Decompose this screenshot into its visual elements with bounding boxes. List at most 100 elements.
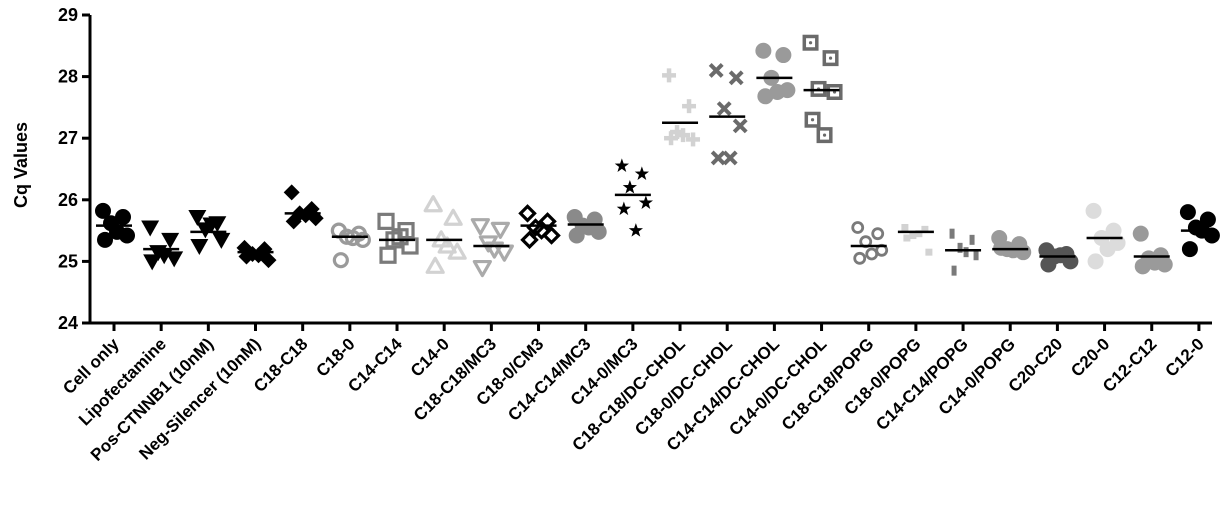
category-points	[377, 212, 419, 264]
data-point	[332, 252, 349, 269]
data-point	[804, 111, 821, 128]
category-points	[423, 195, 467, 274]
data-point	[909, 232, 917, 240]
data-point	[973, 250, 979, 261]
data-point	[532, 221, 551, 240]
data-point	[949, 228, 955, 239]
data-point	[1132, 225, 1149, 242]
data-point	[401, 237, 419, 255]
data-point	[616, 201, 631, 216]
y-ticks: 24 25 26 27 28 29	[58, 5, 90, 333]
data-point	[708, 63, 724, 78]
data-point	[951, 265, 957, 276]
data-point	[915, 230, 923, 238]
data-point	[969, 234, 975, 245]
data-point	[437, 236, 457, 254]
y-tick-label: 29	[58, 5, 78, 25]
y-tick-label: 27	[58, 128, 78, 148]
data-points	[95, 34, 1220, 278]
data-point	[851, 221, 865, 234]
x-category-label: C20-0	[1067, 334, 1113, 380]
data-point	[520, 230, 539, 250]
data-point	[676, 128, 691, 143]
data-point	[634, 166, 649, 180]
data-point	[901, 224, 909, 232]
y-tick-label: 26	[58, 190, 78, 210]
data-point	[379, 246, 397, 264]
category-points	[991, 229, 1032, 261]
data-point	[755, 42, 772, 59]
data-point	[1146, 254, 1163, 271]
data-point	[1105, 222, 1122, 239]
data-point	[871, 227, 885, 241]
data-point	[682, 99, 697, 114]
data-point	[963, 247, 969, 258]
data-point	[141, 220, 160, 237]
data-point	[826, 84, 843, 100]
data-point	[568, 227, 585, 244]
data-point	[354, 231, 371, 248]
category-points	[236, 239, 277, 269]
data-point	[188, 210, 207, 227]
data-point	[622, 179, 637, 194]
data-point	[472, 259, 492, 278]
data-point	[490, 221, 510, 239]
data-point	[1099, 241, 1116, 258]
data-point	[115, 209, 131, 226]
y-tick-label: 28	[58, 67, 78, 87]
data-point	[664, 131, 679, 146]
data-point	[423, 195, 443, 213]
data-point	[143, 254, 162, 271]
category-points	[949, 228, 979, 276]
data-point	[903, 234, 911, 242]
category-points	[1085, 202, 1126, 270]
data-point	[662, 68, 677, 83]
data-point	[614, 158, 629, 172]
category-points	[470, 218, 514, 278]
category-points	[330, 222, 371, 269]
data-point	[155, 248, 174, 265]
data-point	[161, 232, 180, 249]
data-point	[816, 127, 833, 144]
data-point	[190, 239, 209, 255]
data-point	[628, 223, 643, 237]
mean-lines	[96, 76, 1217, 258]
data-point	[1181, 241, 1198, 258]
data-point	[822, 50, 839, 67]
data-point	[202, 217, 221, 234]
data-point	[470, 218, 490, 236]
category-points	[188, 210, 231, 255]
data-point	[165, 251, 184, 268]
data-point	[732, 118, 748, 134]
data-point	[580, 219, 597, 236]
category-points	[708, 63, 748, 166]
data-point	[443, 208, 463, 226]
data-point	[775, 47, 792, 64]
x-category-label: C14-C14/MC3	[504, 334, 594, 424]
data-point	[865, 247, 879, 261]
data-point	[957, 242, 963, 253]
category-points	[283, 184, 324, 230]
data-point	[1087, 253, 1104, 270]
data-point	[518, 204, 537, 223]
data-point	[1179, 204, 1196, 221]
data-point	[283, 184, 300, 201]
data-point	[285, 213, 302, 230]
category-points	[566, 209, 607, 244]
category-points	[901, 224, 933, 256]
x-category-label: C18-C18/MC3	[410, 334, 500, 424]
category-points	[141, 220, 184, 271]
y-tick-label: 25	[58, 251, 78, 271]
category-points	[1038, 242, 1079, 273]
category-points	[851, 221, 889, 265]
data-point	[853, 251, 867, 265]
data-point	[728, 70, 744, 86]
data-point	[212, 232, 231, 249]
category-points	[755, 42, 796, 105]
category-points	[95, 202, 135, 248]
data-point	[377, 212, 395, 230]
data-point	[109, 223, 125, 240]
data-point	[1085, 202, 1102, 219]
